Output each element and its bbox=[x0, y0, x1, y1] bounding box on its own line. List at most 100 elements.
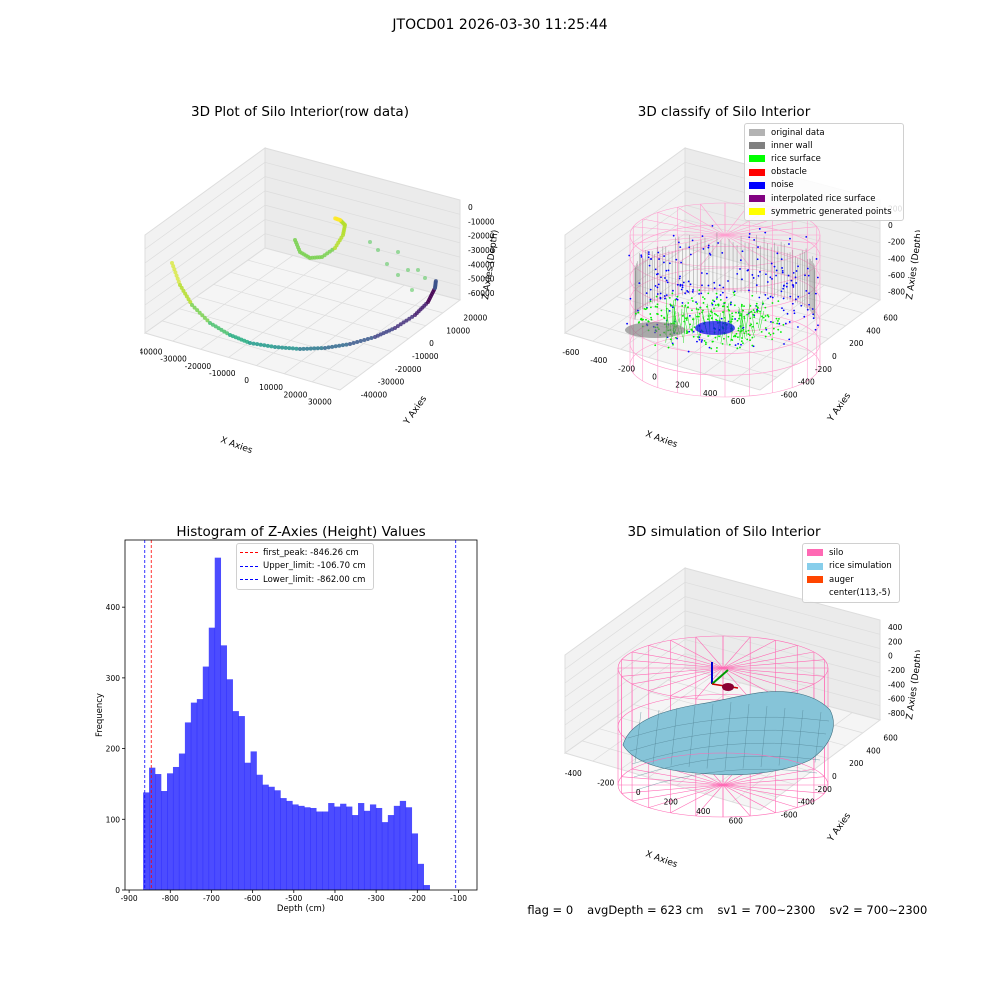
histogram-bar bbox=[363, 810, 371, 890]
silo-bottom-spoke bbox=[695, 784, 724, 817]
raw-y-tick-label: -10000 bbox=[412, 352, 439, 361]
raw-data-point bbox=[172, 267, 177, 272]
rice-surface-point bbox=[749, 324, 751, 327]
classify-legend-swatch bbox=[749, 208, 765, 216]
classify-silo-line bbox=[642, 218, 726, 236]
histogram-bar bbox=[292, 804, 299, 890]
rice-surface-point bbox=[732, 335, 735, 338]
silo-spoke bbox=[722, 667, 751, 700]
rice-surface-point bbox=[739, 320, 743, 341]
rice-surface-point bbox=[733, 304, 736, 307]
silo-spoke bbox=[670, 667, 724, 696]
classify-x-tick-label: 0 bbox=[652, 373, 657, 382]
noise-point bbox=[758, 227, 761, 230]
classify-y-tick-label: 0 bbox=[832, 352, 837, 361]
simulation-legend-label: center(113,-5) bbox=[829, 588, 891, 599]
noise-point bbox=[654, 268, 657, 271]
rice-surface-point bbox=[713, 307, 715, 310]
rice-surface-point bbox=[697, 308, 700, 311]
rice-surface-point bbox=[733, 294, 736, 296]
rice-surface-point bbox=[766, 314, 769, 317]
noise-point bbox=[795, 270, 798, 272]
histogram-bar bbox=[316, 811, 323, 890]
rice-surface-point bbox=[737, 329, 740, 332]
raw-data-point bbox=[255, 342, 260, 347]
rice-surface-point bbox=[710, 347, 713, 350]
simulation-y-tick-label: 200 bbox=[849, 759, 864, 768]
rice-surface-point bbox=[656, 303, 659, 306]
rice-surface-point bbox=[755, 305, 758, 308]
histogram-bar bbox=[268, 786, 275, 890]
rice-surface-point bbox=[748, 334, 751, 337]
rice-surface-point bbox=[674, 298, 677, 301]
histogram-bar bbox=[369, 804, 377, 890]
noise-point bbox=[675, 258, 678, 261]
noise-point bbox=[769, 276, 772, 279]
raw-data-point bbox=[344, 342, 349, 347]
noise-point bbox=[665, 294, 668, 297]
noise-point bbox=[794, 298, 797, 301]
histogram-bar bbox=[172, 766, 180, 890]
noise-point bbox=[789, 295, 792, 298]
noise-point bbox=[786, 282, 788, 285]
noise-point bbox=[790, 279, 793, 282]
classify-legend-label: original data bbox=[771, 127, 825, 138]
simulation-y-tick-label: 600 bbox=[883, 733, 898, 742]
noise-point bbox=[722, 286, 725, 289]
noise-point bbox=[664, 297, 666, 300]
raw-data-point bbox=[283, 345, 288, 350]
raw-plot-title: 3D Plot of Silo Interior(row data) bbox=[191, 104, 409, 120]
noise-point bbox=[721, 251, 724, 254]
rice-surface-point bbox=[764, 327, 767, 329]
raw-data-point bbox=[410, 314, 415, 319]
noise-point bbox=[814, 292, 817, 295]
raw-data-point bbox=[355, 340, 360, 344]
noise-point bbox=[788, 243, 790, 245]
rice-surface-point bbox=[756, 311, 759, 313]
rice-mesh-line bbox=[724, 701, 732, 771]
classify-y-axis-label: Y Axies bbox=[826, 391, 854, 424]
rice-surface-point bbox=[739, 346, 741, 349]
rice-surface-point bbox=[721, 305, 724, 308]
raw-data-point bbox=[323, 346, 327, 350]
histogram-x-tick-label: -300 bbox=[368, 894, 385, 903]
rice-surface-point bbox=[758, 300, 764, 329]
rice-surface-point bbox=[669, 338, 672, 341]
histogram-bar bbox=[346, 806, 353, 890]
rice-surface-point bbox=[775, 317, 778, 320]
silo-spoke bbox=[695, 667, 724, 700]
rice-surface-point bbox=[706, 318, 709, 321]
rice-surface-point bbox=[751, 344, 754, 347]
sv2-status: sv2 = 700~2300 bbox=[829, 903, 928, 917]
sv1-status: sv1 = 700~2300 bbox=[717, 903, 816, 917]
simulation-z-tick-label: -200 bbox=[888, 666, 905, 675]
rice-surface-point bbox=[690, 328, 693, 331]
raw-y-tick-label: 20000 bbox=[463, 313, 487, 322]
rice-surface-point bbox=[634, 312, 637, 315]
noise-point bbox=[792, 284, 795, 287]
silo-spoke bbox=[722, 636, 751, 669]
simulation-z-tick-label: -800 bbox=[888, 709, 905, 718]
raw-data-point bbox=[205, 318, 210, 323]
rice-surface-point bbox=[741, 323, 746, 340]
noise-point bbox=[663, 261, 665, 264]
rice-surface-point bbox=[735, 332, 738, 335]
rice-surface-point bbox=[778, 317, 780, 320]
rice-surface-point bbox=[691, 300, 694, 302]
classify-3d-plot: -600-400-20002004006006004002000-200-400… bbox=[562, 147, 920, 450]
inner-wall-cluster bbox=[625, 322, 685, 338]
raw-z-tick-label: 0 bbox=[468, 203, 473, 212]
rice-surface-point bbox=[698, 289, 701, 292]
simulation-legend-entry: rice simulation bbox=[807, 560, 895, 574]
classify-legend-label: rice surface bbox=[771, 153, 821, 164]
rice-surface-point bbox=[715, 350, 718, 353]
rice-surface-point bbox=[777, 328, 780, 331]
noise-point bbox=[791, 302, 794, 305]
rice-surface-point bbox=[693, 326, 696, 329]
raw-data-point bbox=[192, 305, 197, 310]
rice-surface-point bbox=[714, 336, 717, 339]
raw-data-point bbox=[276, 345, 281, 350]
noise-point bbox=[759, 270, 761, 273]
noise-point bbox=[741, 250, 744, 253]
rice-surface-point bbox=[742, 309, 745, 312]
